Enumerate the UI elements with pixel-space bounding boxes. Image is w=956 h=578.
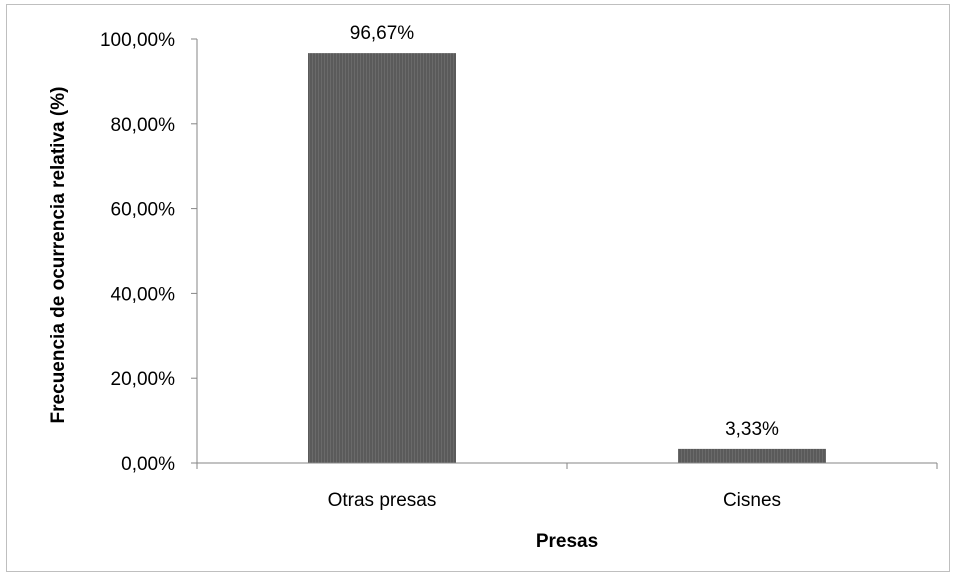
y-tick-label: 60,00% — [111, 200, 176, 221]
y-tick-label: 20,00% — [111, 369, 176, 390]
y-tick-label: 100,00% — [100, 30, 175, 51]
y-axis-title: Frecuencia de ocurrencia relativa (%) — [48, 87, 69, 424]
x-tick-label: Cisnes — [723, 490, 781, 511]
x-axis-title: Presas — [536, 531, 598, 552]
y-tick-label: 80,00% — [111, 115, 176, 136]
data-label: 3,33% — [725, 419, 779, 440]
data-label: 96,67% — [350, 23, 415, 44]
x-tick-label: Otras presas — [328, 490, 437, 511]
bar-cisnes — [678, 448, 826, 463]
bars-group: 96,67% 3,33% — [308, 23, 826, 463]
y-tick-label: 0,00% — [121, 454, 175, 475]
chart-frame — [6, 4, 950, 572]
bar-otras-presas — [308, 53, 456, 463]
y-axis-ticks: 0,00% 20,00% 40,00% 60,00% 80,00% 100,00% — [100, 30, 197, 475]
x-axis-ticks: Otras presas Cisnes — [196, 463, 938, 511]
y-tick-label: 40,00% — [111, 284, 176, 305]
